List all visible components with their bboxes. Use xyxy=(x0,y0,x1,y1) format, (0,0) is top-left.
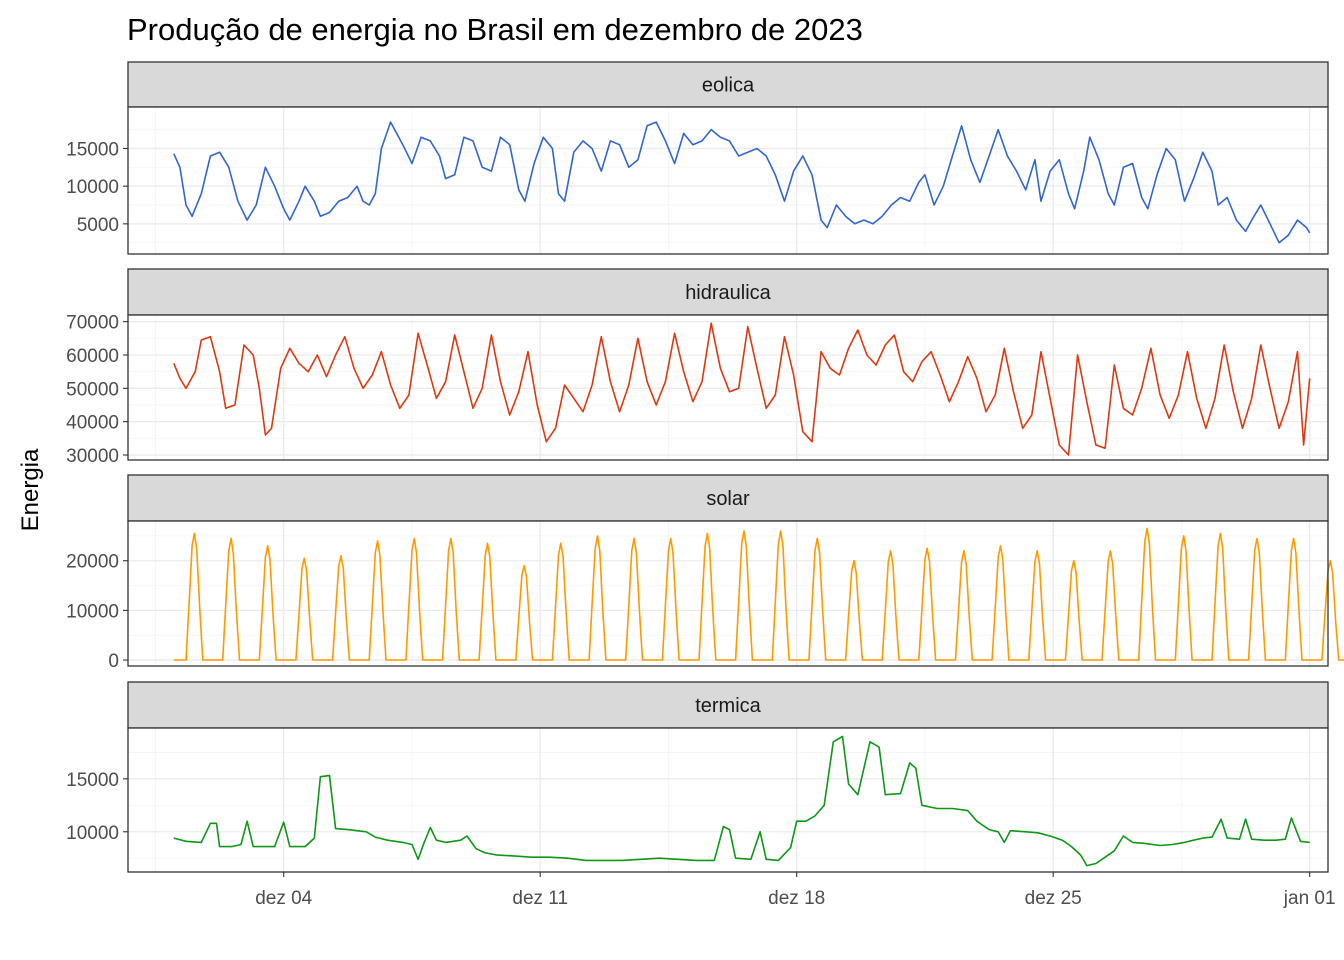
facet-hidraulica: hidraulica 30000 40000 50000 60000 70000 xyxy=(66,268,1329,467)
x-tick-label: jan 01 xyxy=(1283,888,1336,909)
panel-background xyxy=(128,521,1328,666)
panel-border xyxy=(127,314,1329,461)
series-line-hidraulica xyxy=(173,322,1311,456)
y-tick-label: 15000 xyxy=(66,139,119,160)
strip-eolica xyxy=(127,61,1329,108)
y-tick-label: 10000 xyxy=(66,601,119,622)
series-line-solar xyxy=(173,527,1344,661)
series-line-eolica xyxy=(173,121,1311,244)
y-tick-label: 40000 xyxy=(66,413,119,434)
y-tick-label: 0 xyxy=(108,651,119,672)
y-tick-label: 50000 xyxy=(66,379,119,400)
strip-label-solar: solar xyxy=(706,488,750,510)
x-tick-label: dez 25 xyxy=(1025,888,1082,909)
y-tick-label: 30000 xyxy=(66,446,119,467)
facet-termica: termica 10000 15000 xyxy=(66,681,1329,873)
panel-background xyxy=(128,728,1328,872)
y-tick-label: 70000 xyxy=(66,313,119,334)
facet-solar: solar 0 10000 20000 xyxy=(66,474,1344,672)
strip-label-termica: termica xyxy=(695,695,761,717)
y-tick-label: 10000 xyxy=(66,823,119,844)
panel-border xyxy=(127,727,1329,873)
panel-background xyxy=(128,107,1328,254)
x-axis: dez 04 dez 11 dez 18 dez 25 jan 01 xyxy=(255,872,1336,909)
strip-termica xyxy=(127,681,1329,729)
chart-title: Produção de energia no Brasil em dezembr… xyxy=(127,12,863,47)
facet-panels: eolica 5000 10000 15000 hidraulica 30000 40000… xyxy=(66,61,1344,873)
strip-hidraulica xyxy=(127,268,1329,316)
x-tick-label: dez 18 xyxy=(768,888,825,909)
y-tick-label: 5000 xyxy=(77,215,119,236)
panel-border xyxy=(127,106,1329,255)
strip-label-hidraulica: hidraulica xyxy=(685,282,771,304)
series-line-termica xyxy=(173,735,1310,867)
x-tick-label: dez 11 xyxy=(512,888,568,909)
y-tick-label: 10000 xyxy=(66,177,119,198)
strip-label-eolica: eolica xyxy=(702,75,755,97)
panel-border xyxy=(127,520,1329,667)
x-tick-label: dez 04 xyxy=(255,888,312,909)
facet-eolica: eolica 5000 10000 15000 xyxy=(66,61,1329,255)
strip-solar xyxy=(127,474,1329,522)
y-tick-label: 15000 xyxy=(66,770,119,791)
y-tick-label: 60000 xyxy=(66,346,119,367)
y-axis-title: Energia xyxy=(17,448,44,531)
y-tick-label: 20000 xyxy=(66,552,119,573)
